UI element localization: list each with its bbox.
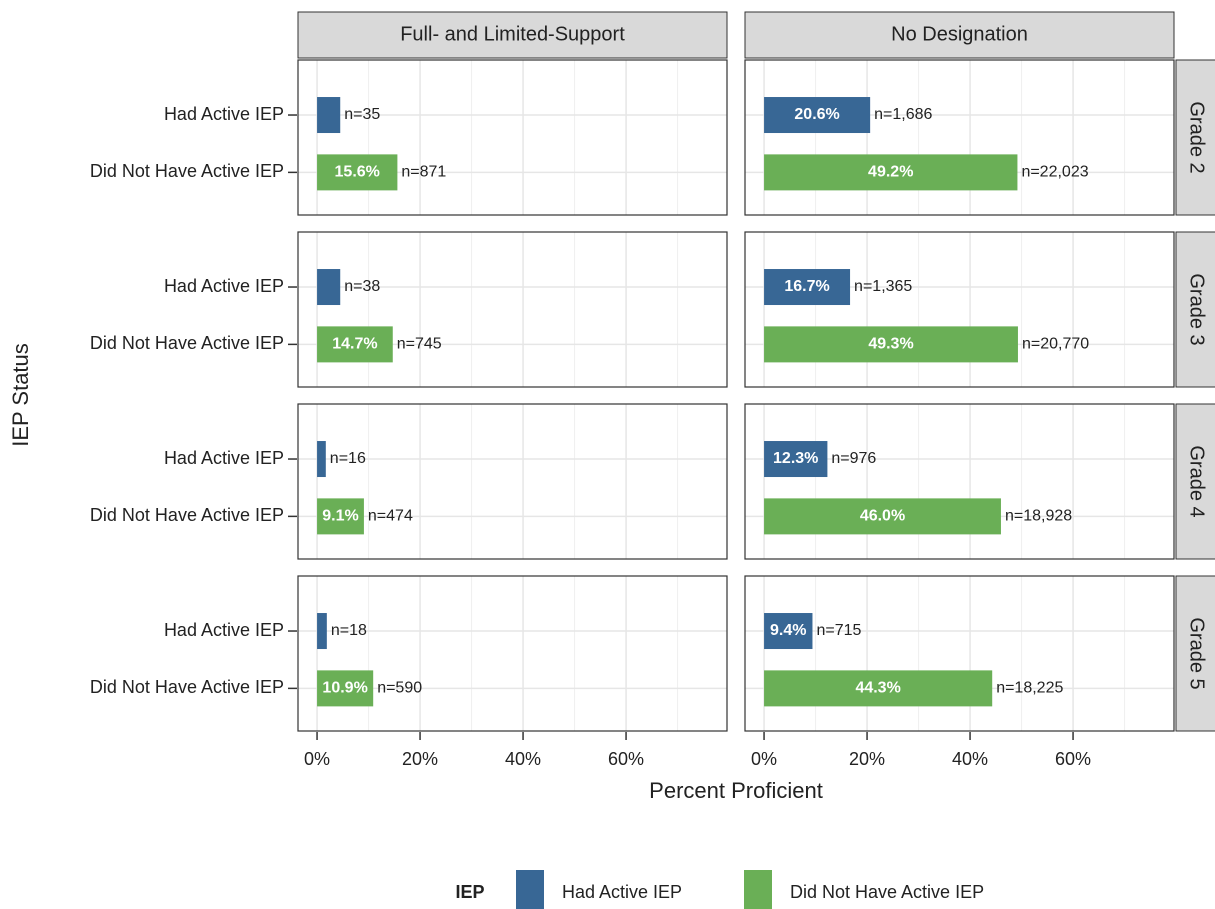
bar bbox=[764, 498, 1001, 535]
x-axis-title: Percent Proficient bbox=[649, 778, 823, 803]
legend-title: IEP bbox=[455, 882, 484, 902]
facet-strip bbox=[1175, 231, 1215, 388]
bar bbox=[764, 97, 871, 134]
facet-strip bbox=[744, 11, 1175, 59]
x-tick-label: 40% bbox=[952, 749, 988, 769]
bar bbox=[764, 670, 993, 707]
x-tick-label: 0% bbox=[304, 749, 330, 769]
bar bbox=[317, 670, 374, 707]
count-label: n=35 bbox=[344, 106, 380, 123]
count-label: n=871 bbox=[401, 164, 446, 181]
facet-strip-label: Grade 4 bbox=[1186, 445, 1208, 517]
count-label: n=590 bbox=[377, 680, 422, 697]
count-label: n=715 bbox=[816, 622, 861, 639]
count-label: n=745 bbox=[397, 336, 442, 353]
panel-border bbox=[297, 59, 728, 216]
bar bbox=[317, 613, 327, 650]
panel-background bbox=[745, 60, 1174, 215]
bar-value-label: 10.9% bbox=[322, 680, 367, 697]
panel-background bbox=[298, 60, 727, 215]
y-tick-label: Had Active IEP bbox=[164, 448, 284, 468]
bar bbox=[317, 97, 341, 134]
count-label: n=22,023 bbox=[1021, 164, 1088, 181]
count-label: n=1,365 bbox=[854, 278, 912, 295]
y-axis-title: IEP Status bbox=[8, 343, 33, 447]
bar bbox=[317, 441, 326, 478]
count-label: n=38 bbox=[344, 278, 380, 295]
y-tick-label: Had Active IEP bbox=[164, 276, 284, 296]
bar-value-label: 9.4% bbox=[770, 622, 806, 639]
bar-value-label: 49.2% bbox=[868, 164, 913, 181]
bar-value-label: 20.6% bbox=[794, 106, 839, 123]
panel-border bbox=[297, 575, 728, 732]
panel-background bbox=[298, 232, 727, 387]
facet-strip-label: Grade 5 bbox=[1186, 617, 1208, 689]
panel-background bbox=[745, 404, 1174, 559]
panel-border bbox=[744, 575, 1175, 732]
facet-strip bbox=[1175, 575, 1215, 732]
bar-value-label: 12.3% bbox=[773, 450, 818, 467]
count-label: n=1,686 bbox=[874, 106, 932, 123]
facet-strip bbox=[1175, 403, 1215, 560]
x-tick-label: 60% bbox=[1055, 749, 1091, 769]
panel-background bbox=[745, 576, 1174, 731]
legend-swatch bbox=[516, 870, 544, 909]
bar bbox=[764, 613, 813, 650]
bar-value-label: 14.7% bbox=[332, 336, 377, 353]
count-label: n=976 bbox=[831, 450, 876, 467]
bar-value-label: 15.6% bbox=[335, 164, 380, 181]
facet-strip-label: Full- and Limited-Support bbox=[400, 23, 625, 45]
panel-background bbox=[298, 404, 727, 559]
facet-strip bbox=[297, 11, 728, 59]
y-tick-label: Did Not Have Active IEP bbox=[90, 505, 284, 525]
y-tick-label: Had Active IEP bbox=[164, 104, 284, 124]
x-tick-label: 20% bbox=[849, 749, 885, 769]
legend-label: Did Not Have Active IEP bbox=[790, 882, 984, 902]
y-tick-label: Did Not Have Active IEP bbox=[90, 333, 284, 353]
legend-label: Had Active IEP bbox=[562, 882, 682, 902]
panel-background bbox=[745, 232, 1174, 387]
bar bbox=[764, 269, 851, 306]
bar bbox=[317, 154, 398, 191]
count-label: n=18,225 bbox=[996, 680, 1063, 697]
panel-border bbox=[297, 231, 728, 388]
facet-strip-label: Grade 2 bbox=[1186, 101, 1208, 173]
x-tick-label: 40% bbox=[505, 749, 541, 769]
panel-border bbox=[744, 231, 1175, 388]
y-tick-label: Did Not Have Active IEP bbox=[90, 161, 284, 181]
count-label: n=18,928 bbox=[1005, 508, 1072, 525]
panel-border bbox=[744, 59, 1175, 216]
count-label: n=18 bbox=[331, 622, 367, 639]
x-tick-label: 0% bbox=[751, 749, 777, 769]
y-tick-label: Did Not Have Active IEP bbox=[90, 677, 284, 697]
count-label: n=20,770 bbox=[1022, 336, 1089, 353]
bar bbox=[317, 269, 341, 306]
facet-strip bbox=[1175, 59, 1215, 216]
bar bbox=[317, 326, 393, 363]
panel-border bbox=[744, 403, 1175, 560]
panel-background bbox=[298, 576, 727, 731]
y-tick-label: Had Active IEP bbox=[164, 620, 284, 640]
x-tick-label: 20% bbox=[402, 749, 438, 769]
count-label: n=16 bbox=[330, 450, 366, 467]
bar-value-label: 9.1% bbox=[322, 508, 358, 525]
count-label: n=474 bbox=[368, 508, 413, 525]
bar bbox=[317, 498, 364, 535]
facet-strip-label: Grade 3 bbox=[1186, 273, 1208, 345]
panel-border bbox=[297, 403, 728, 560]
bar-value-label: 44.3% bbox=[855, 680, 900, 697]
bar bbox=[764, 154, 1018, 191]
bar bbox=[764, 326, 1018, 363]
legend-swatch bbox=[744, 870, 772, 909]
x-tick-label: 60% bbox=[608, 749, 644, 769]
bar-value-label: 49.3% bbox=[868, 336, 913, 353]
facet-strip-label: No Designation bbox=[891, 23, 1028, 45]
bar bbox=[764, 441, 828, 478]
bar-value-label: 46.0% bbox=[860, 508, 905, 525]
bar-value-label: 16.7% bbox=[784, 278, 829, 295]
